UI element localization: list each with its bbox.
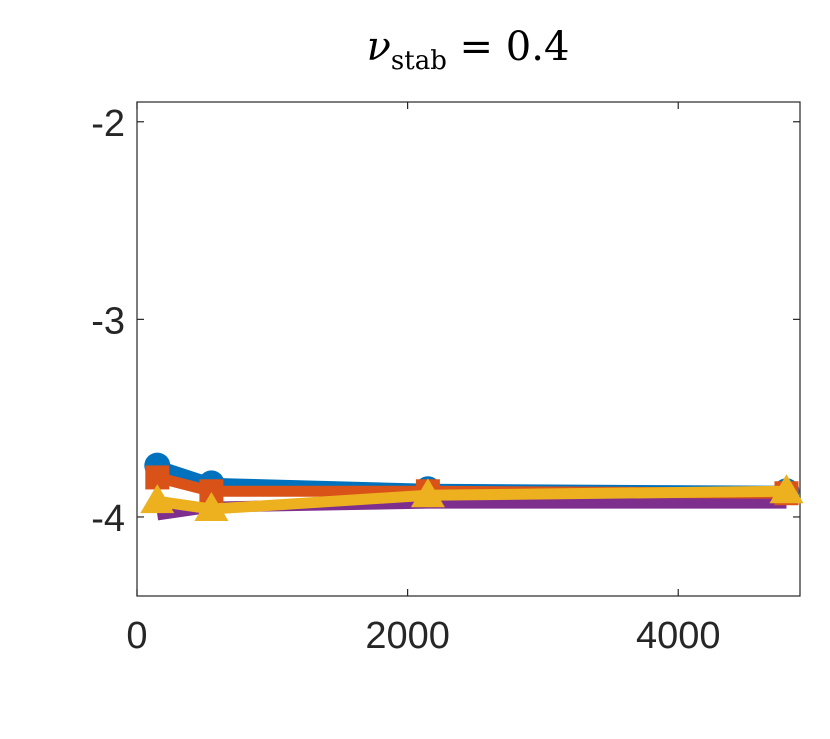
title-subscript: stab — [391, 46, 447, 76]
x-tick-label: 0 — [126, 615, 147, 657]
title-symbol: ν — [367, 24, 391, 70]
data-point-triangle — [194, 492, 229, 522]
data-point-triangle — [140, 484, 175, 514]
y-tick-label: -2 — [91, 103, 125, 145]
x-tick-label: 2000 — [365, 615, 450, 657]
title-rest: = 0.4 — [447, 24, 570, 70]
ticks-group: 0 2000 4000 -2 -3 -4 — [91, 102, 800, 657]
series-group — [140, 452, 804, 522]
x-tick-label: 4000 — [636, 615, 721, 657]
data-point-triangle — [769, 474, 804, 504]
y-tick-label: -3 — [91, 300, 125, 342]
chart-title: νstab = 0.4 — [367, 24, 570, 76]
y-tick-label: -4 — [91, 498, 125, 540]
plot-area — [136, 101, 801, 597]
data-point-triangle — [410, 478, 445, 508]
series-line — [156, 485, 787, 515]
